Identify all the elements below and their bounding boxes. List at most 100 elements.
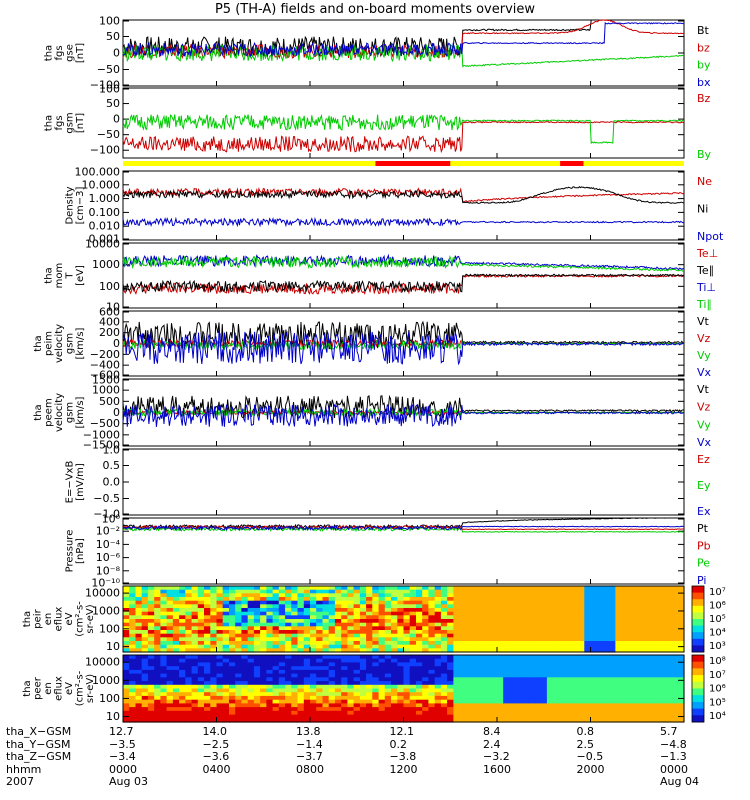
series-Vy xyxy=(122,407,685,418)
y-tick-label: 10 xyxy=(106,710,120,723)
y-tick-label: 200 xyxy=(99,326,120,339)
y-tick-label: 50 xyxy=(106,30,120,43)
footer-column: 13.8 −1.4 −3.7 0800 xyxy=(296,725,324,776)
colorbar-tick-label: 10⁶ xyxy=(709,601,726,612)
y-tick-label: 1000 xyxy=(92,674,120,687)
y-tick-label: 0.0 xyxy=(103,476,121,489)
y-tick-label: 10⁻¹⁰ xyxy=(91,577,120,590)
legend-item: Vz xyxy=(697,401,711,414)
axis-label: eV xyxy=(64,612,75,625)
y-tick-label: −1500 xyxy=(83,439,120,452)
legend-item: Te∥ xyxy=(696,264,714,277)
y-tick-label: 10⁰ xyxy=(102,513,121,526)
y-tick-label: −600 xyxy=(90,369,120,382)
axis-label: Density xyxy=(65,186,76,224)
axis-label: [mV/m] xyxy=(75,463,86,501)
series-Vx xyxy=(122,330,685,366)
axis-label: T xyxy=(65,272,76,280)
axis-label: en xyxy=(43,682,54,695)
axis-label: [nT] xyxy=(75,113,86,133)
colorbar-tick-label: 10⁴ xyxy=(709,711,726,722)
legend-item: bx xyxy=(697,76,711,89)
series-Vt xyxy=(122,394,685,419)
series-By xyxy=(122,113,685,145)
y-tick-label: 10.000 xyxy=(82,178,121,191)
legend-item: Vz xyxy=(697,332,711,345)
colorbar-tick-label: 10⁵ xyxy=(709,697,726,708)
panel-peer-eflux xyxy=(122,654,705,723)
panel-pressure xyxy=(122,517,685,585)
y-tick-label: 1000 xyxy=(92,258,120,271)
axis-label: tha xyxy=(22,680,33,696)
axis-label: tha xyxy=(33,404,44,420)
y-tick-label: 100 xyxy=(99,280,120,293)
legend-item: By xyxy=(697,148,712,161)
axis-label: velocity xyxy=(54,324,65,363)
legend-item: Ez xyxy=(697,453,710,466)
y-tick-label: 10000 xyxy=(85,656,120,669)
y-tick-label: 10000 xyxy=(85,238,120,251)
legend-item: Ti⊥ xyxy=(696,281,716,294)
y-tick-label: 0 xyxy=(113,406,120,419)
mode-bar-burst xyxy=(375,161,451,166)
y-tick-label: −500 xyxy=(90,417,120,430)
axis-label: gsm xyxy=(65,112,76,133)
y-tick-label: 1500 xyxy=(92,374,120,387)
legend-item: Ne xyxy=(697,175,712,188)
y-tick-label: 10000 xyxy=(85,587,120,600)
y-tick-label: 100.000 xyxy=(75,166,121,179)
axis-label: peem xyxy=(44,398,55,426)
series-Vx xyxy=(122,403,685,428)
series-bx xyxy=(122,22,685,58)
axis-label: E=−VxB xyxy=(65,461,76,504)
axis-label: peer xyxy=(33,676,44,700)
axis-label: eV xyxy=(64,682,75,695)
legend-item: Ey xyxy=(697,479,711,492)
series-Ni xyxy=(122,185,685,204)
y-tick-label: 1.000 xyxy=(89,192,121,205)
panel-efield xyxy=(122,448,685,516)
axis-label: [nPa] xyxy=(75,538,86,564)
axis-label: gse xyxy=(65,44,76,62)
y-tick-label: −50 xyxy=(97,128,120,141)
axis-label: gsm xyxy=(65,402,76,423)
y-tick-label: 10⁻⁴ xyxy=(96,538,121,551)
y-tick-label: 1000 xyxy=(92,604,120,617)
series-Te∥ xyxy=(122,273,685,294)
y-tick-label: 1.0 xyxy=(103,444,121,457)
series-Npot xyxy=(122,216,685,228)
axis-label: tha xyxy=(22,611,33,627)
colorbar-tick-label: 10⁷ xyxy=(709,670,726,681)
axis-label: eflux xyxy=(54,676,65,701)
axis-label: [km/s] xyxy=(75,327,86,359)
legend-item: Pi xyxy=(697,574,706,587)
series-Vt xyxy=(122,320,685,350)
legend-item: Vt xyxy=(697,315,710,328)
legend-item: Vt xyxy=(697,383,710,396)
axis-label: fgs xyxy=(54,115,65,130)
legend-item: Ex xyxy=(697,505,711,518)
y-tick-label: −0.5 xyxy=(93,492,120,505)
y-tick-label: 400 xyxy=(99,315,120,328)
series-Pb xyxy=(122,524,685,531)
axis-label: peir xyxy=(33,608,44,628)
legend-item: Bt xyxy=(697,24,710,37)
y-tick-label: 0.001 xyxy=(89,233,121,246)
axis-label: (cm²-s- xyxy=(75,601,86,637)
footer-column: 0.8 2.5 −0.5 2000 xyxy=(576,725,605,776)
legend-item: Npot xyxy=(697,230,724,243)
legend-item: bz xyxy=(697,41,710,54)
y-tick-label: −100 xyxy=(90,144,120,157)
footer-column: 5.7 −4.8 −1.3 0000 Aug 04 xyxy=(660,725,699,788)
y-tick-label: 0.5 xyxy=(103,459,121,472)
axis-label: peim xyxy=(44,331,55,356)
axis-label: gsm xyxy=(65,333,76,354)
legend-item: by xyxy=(697,59,711,72)
colorbar-tick-label: 10⁷ xyxy=(709,587,726,598)
legend-item: Te⊥ xyxy=(696,247,718,260)
y-tick-label: 50 xyxy=(106,97,120,110)
footer-column: 8.4 2.4 −3.2 1600 xyxy=(483,725,511,776)
y-tick-label: 0 xyxy=(113,113,120,126)
y-tick-label: 0 xyxy=(113,47,120,60)
